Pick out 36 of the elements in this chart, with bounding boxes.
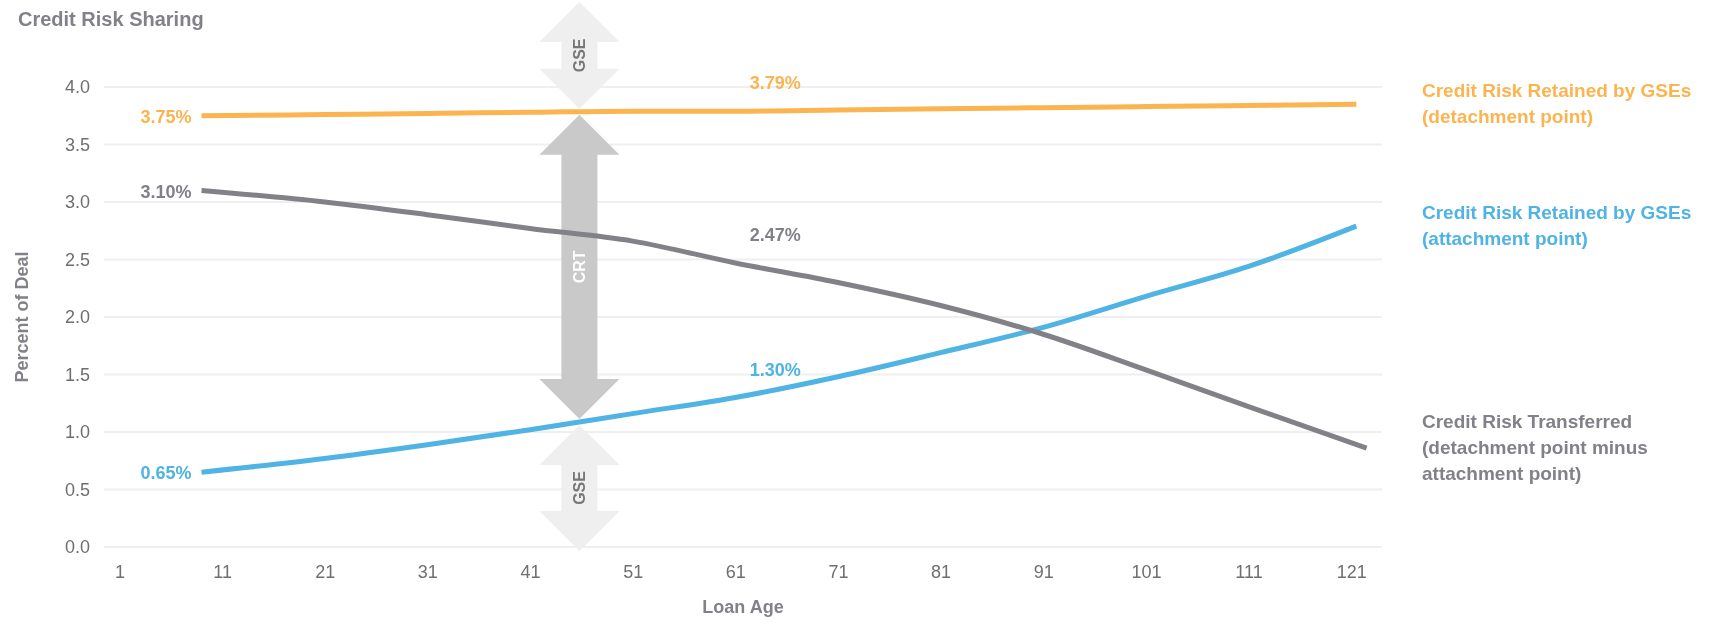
- data-label: 3.10%: [140, 181, 192, 202]
- x-tick-label: 11: [213, 561, 232, 582]
- x-tick-label: 81: [931, 561, 952, 582]
- x-tick-label: 41: [520, 561, 541, 582]
- data-label: 1.30%: [749, 359, 801, 380]
- y-tick-label: 1.0: [64, 422, 90, 443]
- x-tick-label: 21: [315, 561, 336, 582]
- y-tick-label: 1.5: [64, 364, 90, 385]
- y-tick-label: 4.0: [64, 77, 90, 98]
- data-label: 3.75%: [140, 106, 192, 127]
- chart-title: Credit Risk Sharing: [18, 8, 204, 30]
- text: Credit Risk Retained by GSEs (attachment point): [1422, 202, 1692, 250]
- y-tick-label: 2.5: [64, 249, 90, 270]
- x-tick-label: 1: [114, 561, 125, 582]
- x-axis-title: Loan Age: [702, 597, 784, 617]
- text: GSE: [571, 38, 589, 73]
- y-tick-label: 3.5: [64, 134, 90, 155]
- data-label: 3.79%: [749, 73, 801, 94]
- text: Credit Risk Retained by GSEs (detachment point): [1422, 80, 1692, 128]
- data-label: 0.65%: [140, 463, 192, 484]
- x-tick-label: 111: [1235, 561, 1263, 582]
- x-tick-label: 61: [725, 561, 746, 582]
- x-tick-label: 51: [623, 561, 644, 582]
- x-tick-label: 91: [1033, 561, 1054, 582]
- y-tick-label: 3.0: [64, 192, 90, 213]
- x-tick-label: 101: [1131, 561, 1162, 582]
- y-tick-label: 2.0: [64, 307, 90, 328]
- annotation: GSE: [571, 470, 589, 505]
- x-tick-label: 121: [1336, 561, 1367, 582]
- text: Credit Risk Transferred (detachment point minus attachment point): [1422, 411, 1648, 485]
- data-label: 2.47%: [749, 224, 801, 245]
- y-tick-label: 0.5: [64, 479, 90, 500]
- y-tick-label: 0.0: [64, 537, 90, 558]
- x-tick-label: 71: [828, 561, 849, 582]
- y-axis-title: Percent of Deal: [12, 251, 32, 383]
- x-tick-label: 31: [417, 561, 438, 582]
